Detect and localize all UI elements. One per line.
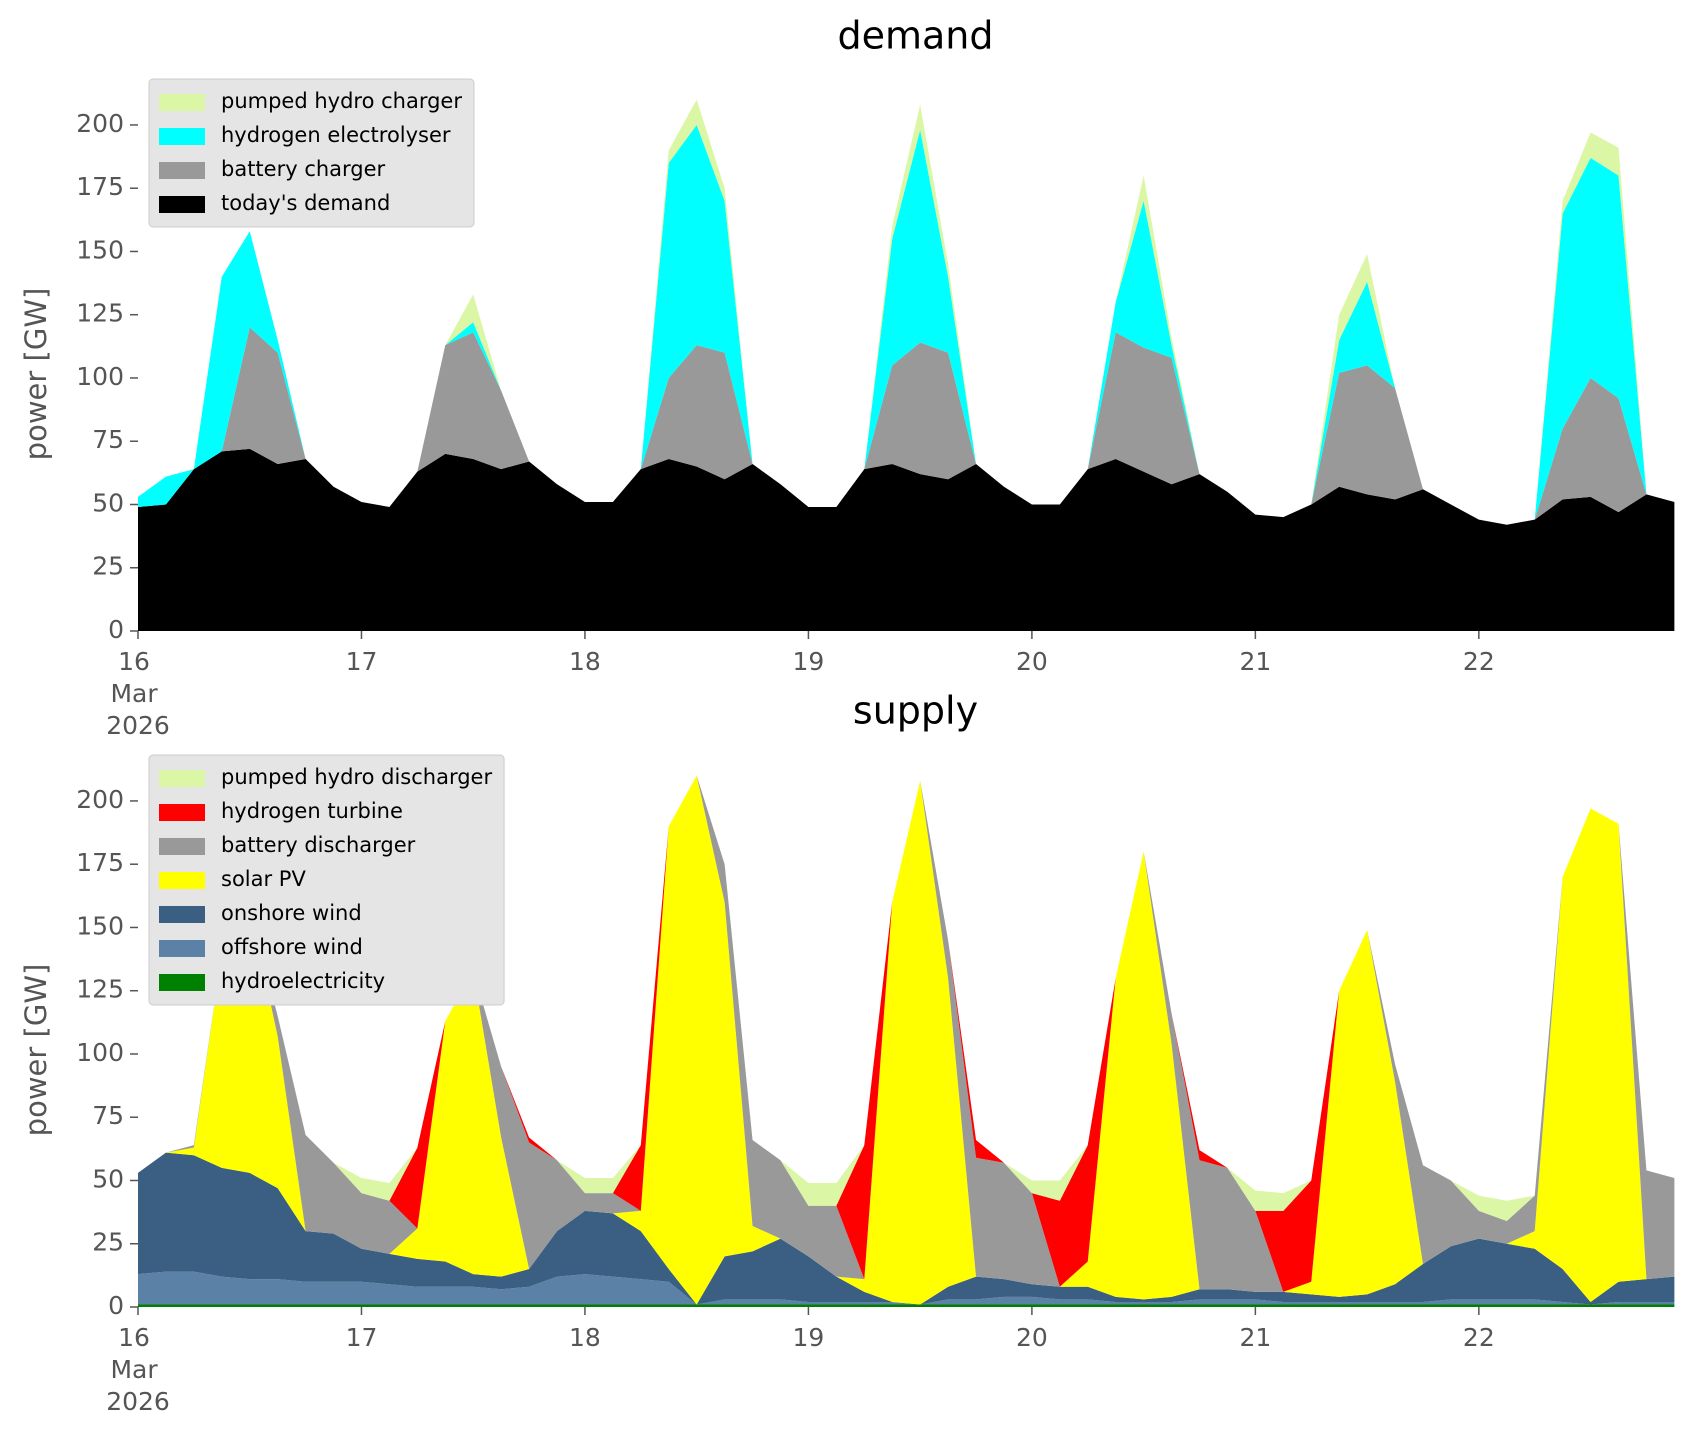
area (138, 327, 1675, 525)
x-tick-label: 19 (793, 1323, 825, 1352)
x-tick-label: 16 Mar 2026 (106, 647, 170, 740)
y-tick-label: 75 (92, 425, 124, 454)
area (138, 775, 1675, 1292)
legend-swatch (159, 128, 205, 145)
x-tick-label: 21 (1239, 1323, 1271, 1352)
y-axis-label: power [GW] (19, 288, 53, 461)
y-tick-label: 25 (92, 1228, 124, 1257)
y-tick-label: 150 (76, 235, 124, 264)
x-tick-label: 21 (1239, 647, 1271, 676)
y-tick-label: 125 (76, 975, 124, 1004)
legend-swatch (159, 872, 205, 889)
x-tick-label: 18 (569, 1323, 601, 1352)
legend: pumped hydro discharger hydrogen turbine b… (148, 754, 505, 1006)
legend-box (148, 78, 475, 228)
y-tick-label: 125 (76, 299, 124, 328)
legend-label: pumped hydro charger (221, 89, 462, 113)
legend-label: solar PV (221, 867, 306, 891)
x-tick-label-line: 16 (118, 1323, 158, 1352)
y-tick-label: 200 (76, 785, 124, 814)
x-tick-label: 22 (1463, 647, 1495, 676)
legend-label: offshore wind (221, 935, 363, 959)
y-tick-label: 50 (92, 1164, 124, 1193)
y-tick-label: 0 (108, 1291, 124, 1320)
x-tick-label-line: Mar (110, 1355, 165, 1384)
y-tick-label: 100 (76, 362, 124, 391)
y-tick-label: 0 (108, 615, 124, 644)
x-tick-label: 17 (346, 1323, 378, 1352)
area (138, 1304, 1675, 1307)
x-tick-label: 20 (1016, 647, 1048, 676)
legend-swatch (159, 838, 205, 855)
area (138, 124, 1675, 525)
legend-swatch (159, 804, 205, 821)
x-tick-label: 17 (346, 647, 378, 676)
legend-label: battery charger (221, 157, 386, 181)
legend-swatch (159, 162, 205, 179)
legend-swatch (159, 940, 205, 957)
x-tick-label-line: 16 (118, 647, 158, 676)
legend: pumped hydro charger hydrogen electrolyse… (148, 78, 475, 228)
legend-swatch (159, 94, 205, 111)
y-tick-label: 50 (92, 488, 124, 517)
x-tick-label: 19 (793, 647, 825, 676)
x-tick-label: 22 (1463, 1323, 1495, 1352)
x-tick-label-line: Mar (110, 679, 165, 708)
y-tick-label: 150 (76, 911, 124, 940)
area (138, 448, 1675, 631)
x-tick-label: 18 (569, 647, 601, 676)
chart-title: supply (853, 689, 978, 733)
legend-label: onshore wind (221, 901, 362, 925)
y-tick-label: 100 (76, 1038, 124, 1067)
y-tick-label: 200 (76, 109, 124, 138)
area (138, 1271, 1675, 1305)
legend-swatch (159, 974, 205, 991)
legend-box (148, 754, 505, 1006)
x-tick-label-line: 2026 (106, 711, 170, 740)
legend-label: hydrogen turbine (221, 799, 403, 823)
chart-title: demand (837, 14, 993, 58)
x-tick-label-line: 2026 (106, 1387, 170, 1416)
area (138, 775, 1675, 1305)
legend-swatch (159, 906, 205, 923)
x-tick-label: 20 (1016, 1323, 1048, 1352)
legend-swatch (159, 770, 205, 787)
y-tick-label: 175 (76, 172, 124, 201)
y-tick-label: 25 (92, 552, 124, 581)
area (138, 1152, 1675, 1305)
legend-swatch (159, 196, 205, 213)
legend-label: hydroelectricity (221, 969, 385, 993)
y-tick-label: 75 (92, 1101, 124, 1130)
y-axis-label: power [GW] (19, 964, 53, 1137)
x-tick-label: 16 Mar 2026 (106, 1323, 170, 1416)
y-tick-label: 175 (76, 848, 124, 877)
legend-label: battery discharger (221, 833, 416, 857)
legend-label: pumped hydro discharger (221, 765, 492, 789)
legend-label: hydrogen electrolyser (221, 123, 451, 147)
legend-label: today's demand (221, 191, 390, 215)
